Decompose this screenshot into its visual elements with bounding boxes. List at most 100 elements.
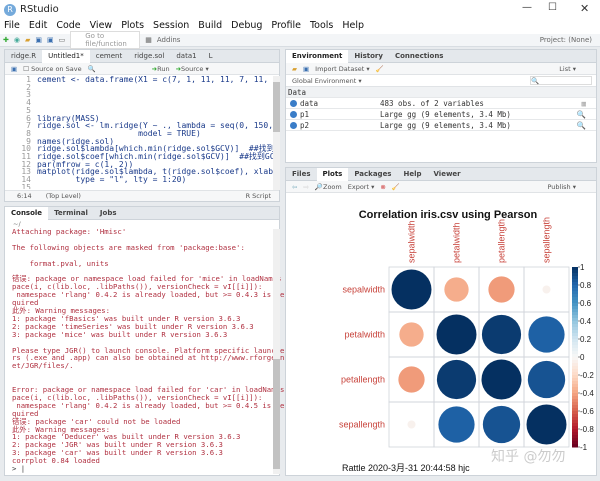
colorbar-tick-label: -0.4 <box>580 389 594 398</box>
forward-arrow-icon[interactable]: ⇨ <box>303 182 309 191</box>
tab-cement[interactable]: cement <box>95 51 123 60</box>
publish-button[interactable]: Publish ▾ <box>547 182 576 191</box>
goto-file-input[interactable]: Go to file/function <box>70 31 141 49</box>
tab-terminal[interactable]: Terminal <box>54 208 88 217</box>
tab-help[interactable]: Help <box>403 169 422 178</box>
expand-icon[interactable] <box>290 121 297 129</box>
tab-environment[interactable]: Environment <box>286 49 349 63</box>
tab-files[interactable]: Files <box>292 169 311 178</box>
tab-l[interactable]: L <box>208 51 213 60</box>
env-row-p2[interactable]: p2 Large gg (9 elements, 3.4 Mb) 🔍 <box>286 120 596 131</box>
colorbar-segment <box>572 420 578 424</box>
menu-session[interactable]: Session <box>153 20 190 31</box>
column-label: sepalwidth <box>407 220 417 263</box>
menu-debug[interactable]: Debug <box>231 20 263 31</box>
menu-build[interactable]: Build <box>198 20 223 31</box>
tab-jobs[interactable]: Jobs <box>99 208 117 217</box>
colorbar-segment <box>572 444 578 448</box>
global-environment-dropdown[interactable]: Global Environment ▾ <box>292 76 362 85</box>
colorbar-segment <box>572 342 578 346</box>
correlation-circle <box>542 285 551 294</box>
search-icon[interactable]: 🔍 <box>87 64 96 73</box>
tab-history[interactable]: History <box>354 51 383 60</box>
console-output[interactable]: Attaching package: 'Hmisc' The following … <box>5 228 284 465</box>
code-line: 10 ridge.sol$lambda[which.min(ridge.sol$G… <box>5 145 273 153</box>
tab-data1[interactable]: data1 <box>176 51 197 60</box>
console-line: quired <box>12 408 39 418</box>
colorbar-segment <box>572 288 578 292</box>
tab-ridge-sol[interactable]: ridge.sol <box>134 51 165 60</box>
save-all-icon[interactable]: ▣ <box>47 36 54 44</box>
environment-tabs: Environment History Connections <box>286 49 596 63</box>
source-button[interactable]: ➜Source ▾ <box>175 64 209 73</box>
colorbar-segment <box>572 276 578 280</box>
open-project-icon[interactable]: ◉ <box>13 36 20 44</box>
maximize-button[interactable]: ☐ <box>548 2 557 13</box>
tab-packages[interactable]: Packages <box>354 169 392 178</box>
tab-untitled1-[interactable]: Untitled1* <box>42 49 90 63</box>
expand-icon[interactable] <box>290 110 297 118</box>
list-view-button[interactable]: List ▾ <box>559 64 576 73</box>
menu-code[interactable]: Code <box>56 20 81 31</box>
tab-plots[interactable]: Plots <box>316 167 349 181</box>
menu-tools[interactable]: Tools <box>309 20 334 31</box>
menu-view[interactable]: View <box>89 20 113 31</box>
menu-edit[interactable]: Edit <box>28 20 48 31</box>
colorbar-tick-label: 0.6 <box>580 299 592 308</box>
scope-selector[interactable]: (Top Level) <box>45 192 81 200</box>
save-workspace-icon[interactable]: ▣ <box>303 64 310 73</box>
load-workspace-icon[interactable]: ▰ <box>292 64 297 73</box>
colorbar-segment <box>572 321 578 325</box>
menu-file[interactable]: File <box>4 20 20 31</box>
import-dataset-button[interactable]: Import Dataset ▾ <box>315 64 370 73</box>
code-text: ridge.sol$lambda[which.min(ridge.sol$GCV… <box>37 144 273 154</box>
code-line: 6 library(MASS) <box>5 113 273 123</box>
tab-ridge-r[interactable]: ridge.R <box>11 51 37 60</box>
addins-menu[interactable]: Addins <box>156 36 181 44</box>
colorbar-tick-label: 0 <box>580 353 585 362</box>
search-icon[interactable]: 🔍 <box>576 109 586 119</box>
project-menu[interactable]: Project: (None) <box>539 36 592 44</box>
code-editor[interactable]: 1 cement <- data.frame(X1 = c(7, 1, 11, 1… <box>5 75 273 190</box>
broom-icon[interactable]: 🧹 <box>375 64 384 73</box>
remove-plot-icon[interactable]: ⊗ <box>380 182 386 191</box>
env-row-p1[interactable]: p1 Large gg (9 elements, 3.4 Mb) 🔍 <box>286 109 596 120</box>
grid-icon[interactable]: ▦ <box>145 36 152 44</box>
tab-connections[interactable]: Connections <box>394 51 444 60</box>
line-number: 15 <box>21 182 31 189</box>
environment-toolbar: ▰ ▣ Import Dataset ▾ 🧹 List ▾ <box>286 63 596 75</box>
open-file-icon[interactable]: ▰ <box>24 36 31 44</box>
menu-help[interactable]: Help <box>342 20 365 31</box>
table-view-icon[interactable]: ▦ <box>581 98 586 108</box>
menu-profile[interactable]: Profile <box>271 20 301 31</box>
minimize-button[interactable]: — <box>522 2 532 13</box>
file-type-selector[interactable]: R Script <box>245 192 271 200</box>
env-var-name: data <box>300 98 319 108</box>
source-on-save-checkbox[interactable]: ☐ Source on Save <box>23 64 82 73</box>
editor-scrollbar[interactable] <box>273 76 280 190</box>
broom-icon[interactable]: 🧹 <box>391 182 400 191</box>
menu-plots[interactable]: Plots <box>121 20 145 31</box>
console-scrollbar[interactable] <box>273 229 280 474</box>
back-arrow-icon[interactable]: ⇦ <box>292 182 298 191</box>
export-button[interactable]: Export ▾ <box>347 182 375 191</box>
new-file-icon[interactable]: ✚ <box>3 36 9 44</box>
tab-console[interactable]: Console <box>5 206 49 220</box>
env-row-data[interactable]: data 483 obs. of 2 variables ▦ <box>286 98 596 109</box>
save-icon[interactable]: ▣ <box>35 36 42 44</box>
zoom-button[interactable]: 🔎Zoom <box>314 182 342 191</box>
search-icon[interactable]: 🔍 <box>576 120 586 130</box>
print-icon[interactable]: ▭ <box>58 36 66 44</box>
run-button[interactable]: ➜Run <box>151 64 170 73</box>
console-line: et/JGR/files/. <box>12 361 74 371</box>
save-icon[interactable]: ▣ <box>11 64 18 73</box>
close-button[interactable]: ✕ <box>580 2 590 15</box>
env-var-name: p2 <box>300 120 310 130</box>
environment-search-input[interactable]: 🔍 <box>530 76 592 85</box>
title-bar: R RStudio — ☐ ✕ <box>0 0 600 20</box>
line-number: 8 <box>26 128 31 138</box>
line-number: 6 <box>26 113 31 123</box>
tab-viewer[interactable]: Viewer <box>433 169 461 178</box>
console-prompt[interactable]: > | <box>12 464 26 474</box>
expand-icon[interactable] <box>290 99 297 107</box>
